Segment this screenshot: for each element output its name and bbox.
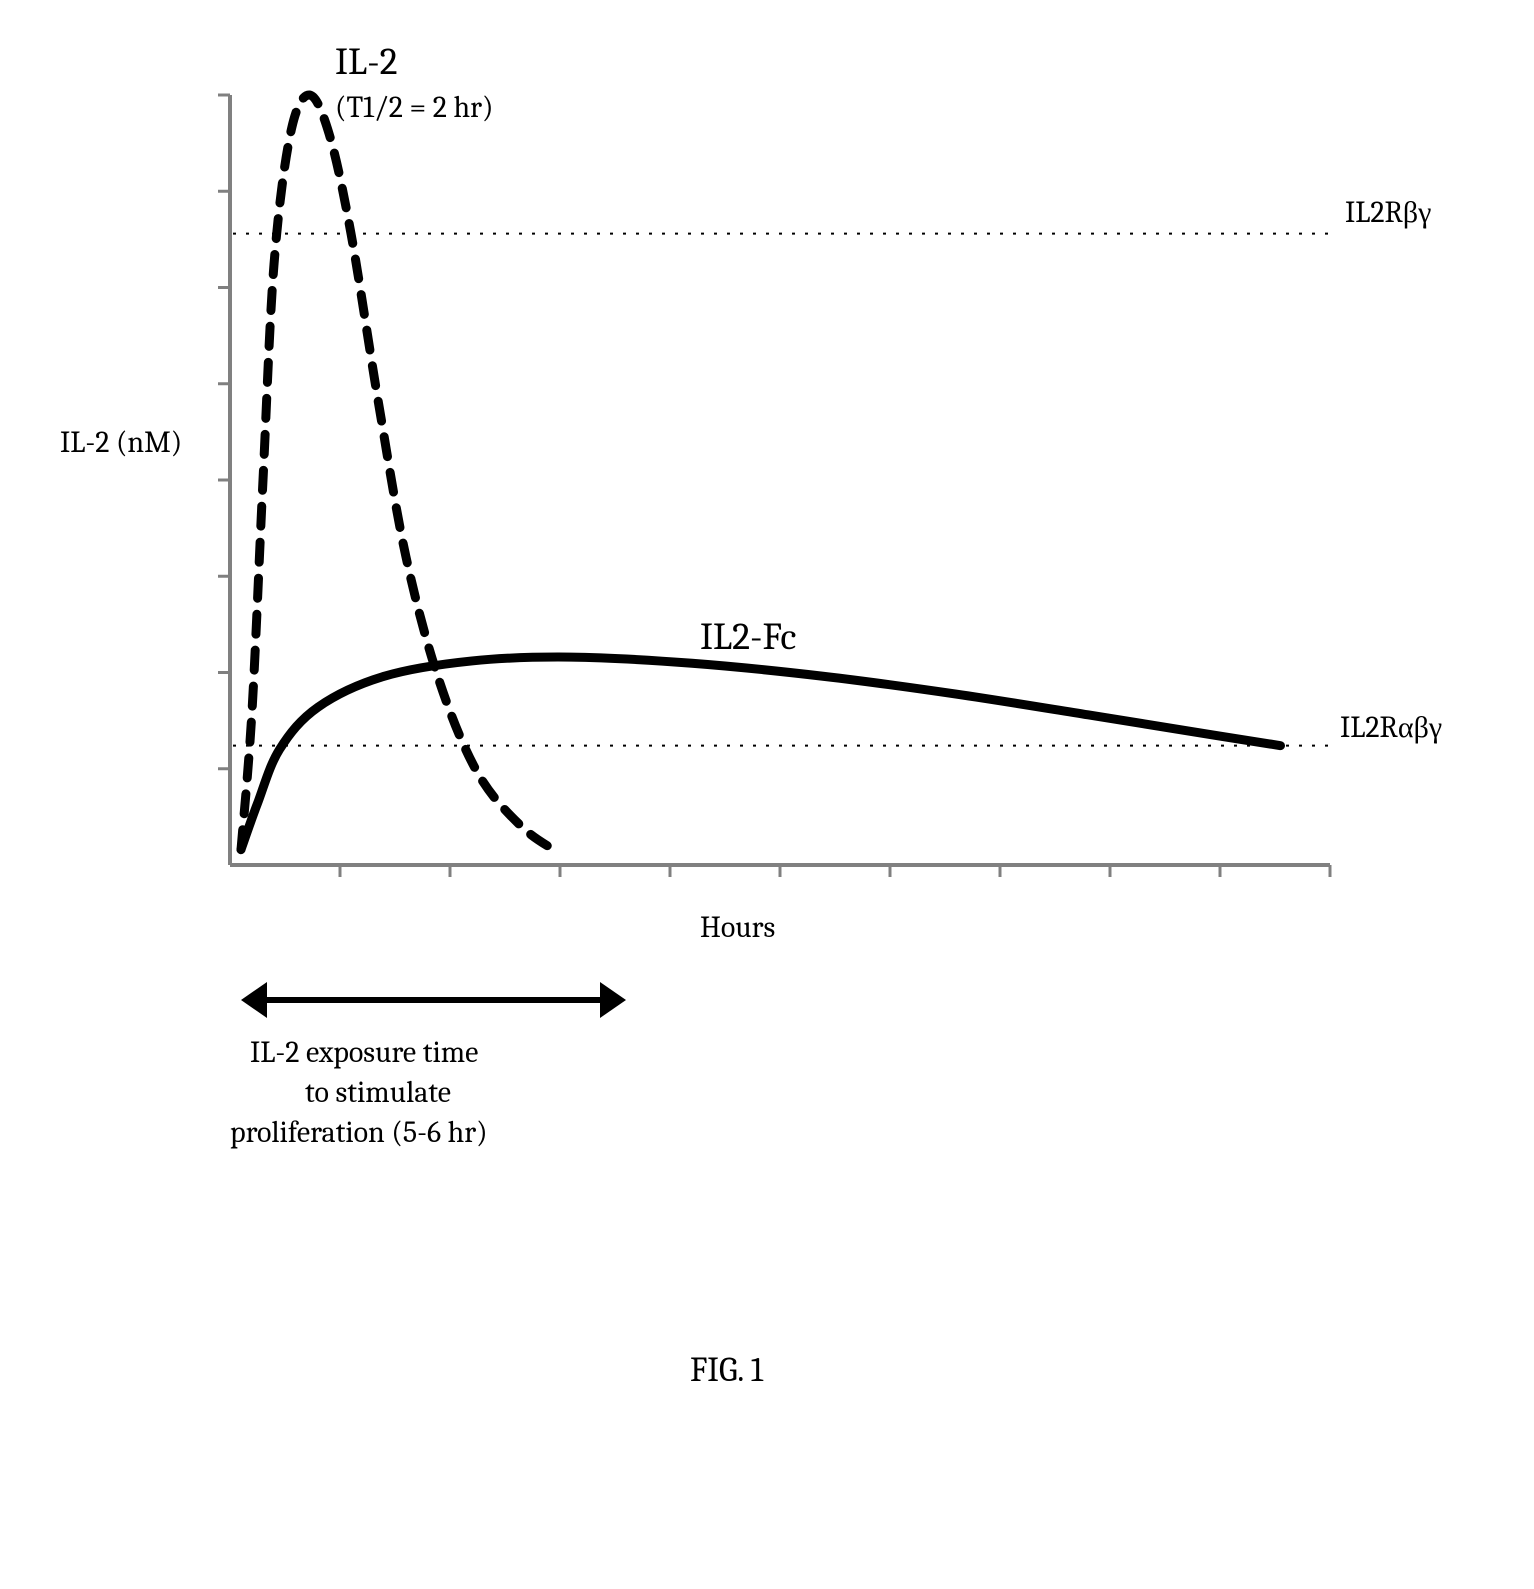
plot-svg — [0, 0, 1534, 1589]
figure-page: IL-2 (nM) IL-2 (T1/2 = 2 hr) IL2-Fc IL2R… — [0, 0, 1534, 1589]
